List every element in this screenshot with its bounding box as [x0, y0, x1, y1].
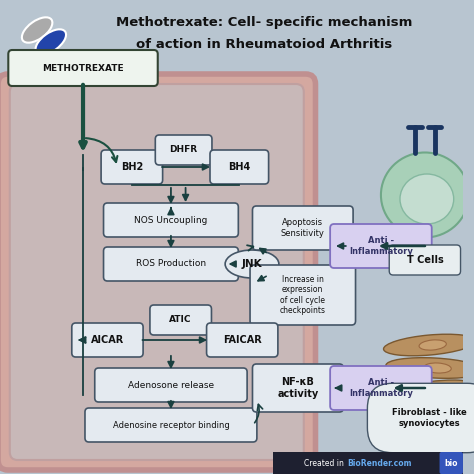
Text: Apoptosis
Sensitivity: Apoptosis Sensitivity	[281, 219, 325, 237]
Ellipse shape	[383, 380, 472, 402]
Text: BH2: BH2	[121, 162, 143, 172]
Text: Anti -
Inflammatory: Anti - Inflammatory	[349, 378, 413, 398]
FancyBboxPatch shape	[103, 203, 238, 237]
Text: of action in Rheumatoiod Arthritis: of action in Rheumatoiod Arthritis	[136, 37, 392, 51]
Text: Anti -
Inflammatory: Anti - Inflammatory	[349, 237, 413, 255]
Ellipse shape	[22, 18, 52, 43]
Text: BH4: BH4	[228, 162, 250, 172]
FancyBboxPatch shape	[72, 323, 143, 357]
Text: FAICAR: FAICAR	[223, 335, 262, 345]
Ellipse shape	[400, 174, 454, 224]
Ellipse shape	[36, 29, 66, 55]
Text: NF-κB
activity: NF-κB activity	[277, 377, 319, 399]
Ellipse shape	[225, 250, 279, 278]
FancyBboxPatch shape	[101, 150, 163, 184]
Text: BioRender.com: BioRender.com	[348, 458, 412, 467]
FancyBboxPatch shape	[207, 323, 278, 357]
FancyBboxPatch shape	[330, 224, 432, 268]
FancyBboxPatch shape	[330, 366, 432, 410]
Text: Increase in
expression
of cell cycle
checkpoints: Increase in expression of cell cycle che…	[280, 275, 326, 315]
FancyBboxPatch shape	[150, 305, 211, 335]
Ellipse shape	[419, 340, 447, 350]
FancyBboxPatch shape	[250, 265, 356, 325]
Text: Fibroblast - like
synoviocytes: Fibroblast - like synoviocytes	[392, 408, 467, 428]
FancyBboxPatch shape	[95, 368, 247, 402]
Text: ATIC: ATIC	[169, 316, 192, 325]
Bar	[273, 452, 463, 474]
Text: JNK: JNK	[242, 259, 262, 269]
Ellipse shape	[383, 334, 474, 356]
FancyBboxPatch shape	[155, 135, 212, 165]
Ellipse shape	[424, 363, 451, 373]
FancyBboxPatch shape	[439, 452, 463, 474]
Text: AICAR: AICAR	[91, 335, 124, 345]
Text: METHOTREXATE: METHOTREXATE	[42, 64, 124, 73]
Text: Created in: Created in	[304, 458, 347, 467]
FancyBboxPatch shape	[253, 364, 343, 412]
Text: ROS Production: ROS Production	[136, 259, 206, 268]
FancyBboxPatch shape	[253, 206, 353, 250]
FancyBboxPatch shape	[10, 84, 304, 460]
FancyBboxPatch shape	[85, 408, 257, 442]
FancyBboxPatch shape	[9, 50, 158, 86]
Text: bio: bio	[445, 458, 458, 467]
Text: T Cells: T Cells	[407, 255, 443, 265]
FancyBboxPatch shape	[389, 245, 461, 275]
Ellipse shape	[386, 358, 474, 378]
Text: Methotrexate: Cell- specific mechanism: Methotrexate: Cell- specific mechanism	[116, 16, 412, 28]
FancyBboxPatch shape	[0, 74, 316, 470]
Text: DHFR: DHFR	[170, 146, 198, 155]
Text: NOS Uncoupling: NOS Uncoupling	[134, 216, 208, 225]
FancyBboxPatch shape	[103, 247, 238, 281]
FancyBboxPatch shape	[210, 150, 269, 184]
Ellipse shape	[381, 153, 469, 237]
Ellipse shape	[417, 386, 444, 396]
Text: Adenosine receptor binding: Adenosine receptor binding	[112, 420, 229, 429]
Text: Adenosone release: Adenosone release	[128, 381, 214, 390]
